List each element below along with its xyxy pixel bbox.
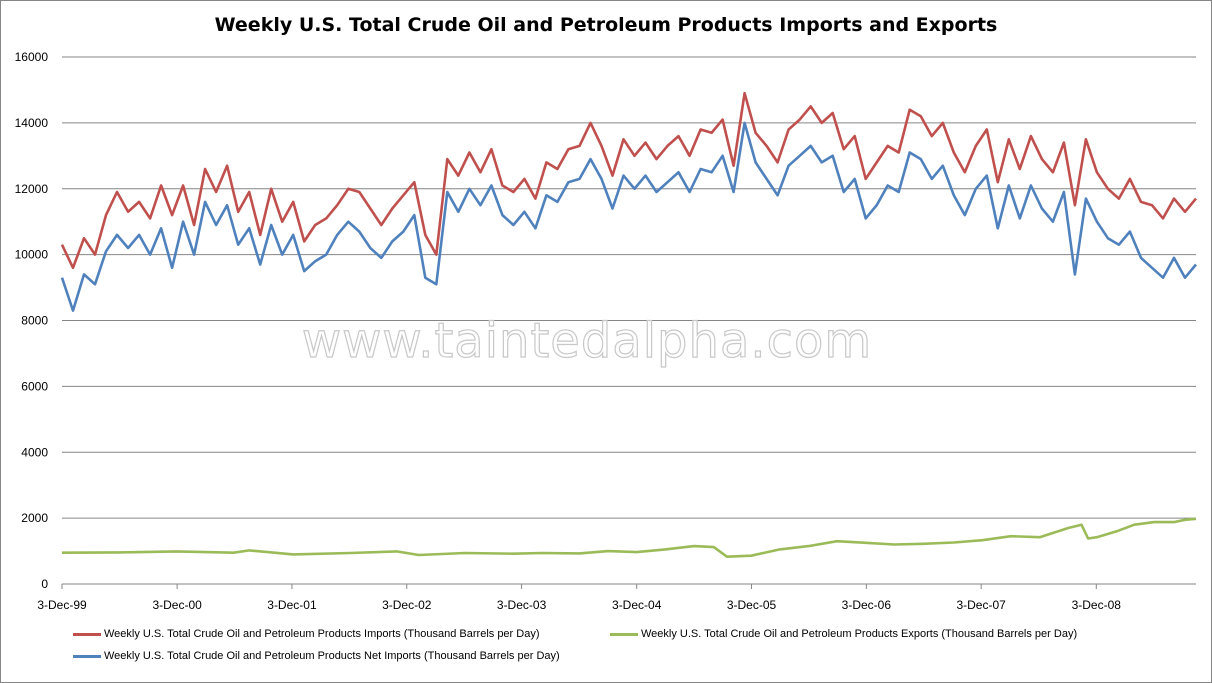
legend-swatch-net-imports [73,654,101,658]
imports-line [60,91,1197,270]
x-tick-label: 3-Dec-01 [267,598,317,612]
y-tick-label: 12000 [15,182,49,196]
exports-line [61,517,1197,559]
legend-label-net-imports: Weekly U.S. Total Crude Oil and Petroleu… [104,650,560,662]
y-tick-label: 4000 [21,445,48,459]
watermark: www.taintedalpha.com [302,313,872,369]
x-tick-label: 3-Dec-03 [497,598,547,612]
x-tick-label: 3-Dec-06 [842,598,892,612]
x-tick-label: 3-Dec-05 [727,598,777,612]
legend-item-exports: Weekly U.S. Total Crude Oil and Petroleu… [610,628,1077,640]
x-tick-label: 3-Dec-07 [956,598,1006,612]
y-tick-label: 14000 [15,116,49,130]
y-axis-tick-labels: 0 2000 4000 6000 8000 10000 12000 14000 16000 [15,50,49,591]
x-tick-label: 3-Dec-02 [382,598,432,612]
x-tick-label: 3-Dec-04 [612,598,662,612]
y-tick-label: 8000 [21,314,48,328]
y-tick-label: 10000 [15,248,49,262]
legend-item-imports: Weekly U.S. Total Crude Oil and Petroleu… [73,628,540,640]
x-tick-label: 3-Dec-00 [152,598,202,612]
gridlines [62,56,1196,519]
legend-item-net-imports: Weekly U.S. Total Crude Oil and Petroleu… [73,650,560,662]
legend-swatch-imports [73,632,101,636]
x-tick-label: 3-Dec-99 [37,598,87,612]
y-tick-label: 0 [41,577,48,591]
net-imports-line [60,121,1197,312]
series-lines [60,91,1197,559]
x-tick-label: 3-Dec-08 [1072,598,1122,612]
legend-label-imports: Weekly U.S. Total Crude Oil and Petroleu… [104,628,540,640]
chart-title: Weekly U.S. Total Crude Oil and Petroleu… [214,14,998,36]
y-tick-label: 6000 [21,379,48,393]
y-tick-label: 2000 [21,511,48,525]
legend-label-exports: Weekly U.S. Total Crude Oil and Petroleu… [641,628,1078,640]
legend-swatch-exports [610,632,638,636]
x-axis: 3-Dec-99 3-Dec-00 3-Dec-01 3-Dec-02 3-Dec-03… [37,583,1196,612]
y-tick-label: 16000 [15,50,49,64]
